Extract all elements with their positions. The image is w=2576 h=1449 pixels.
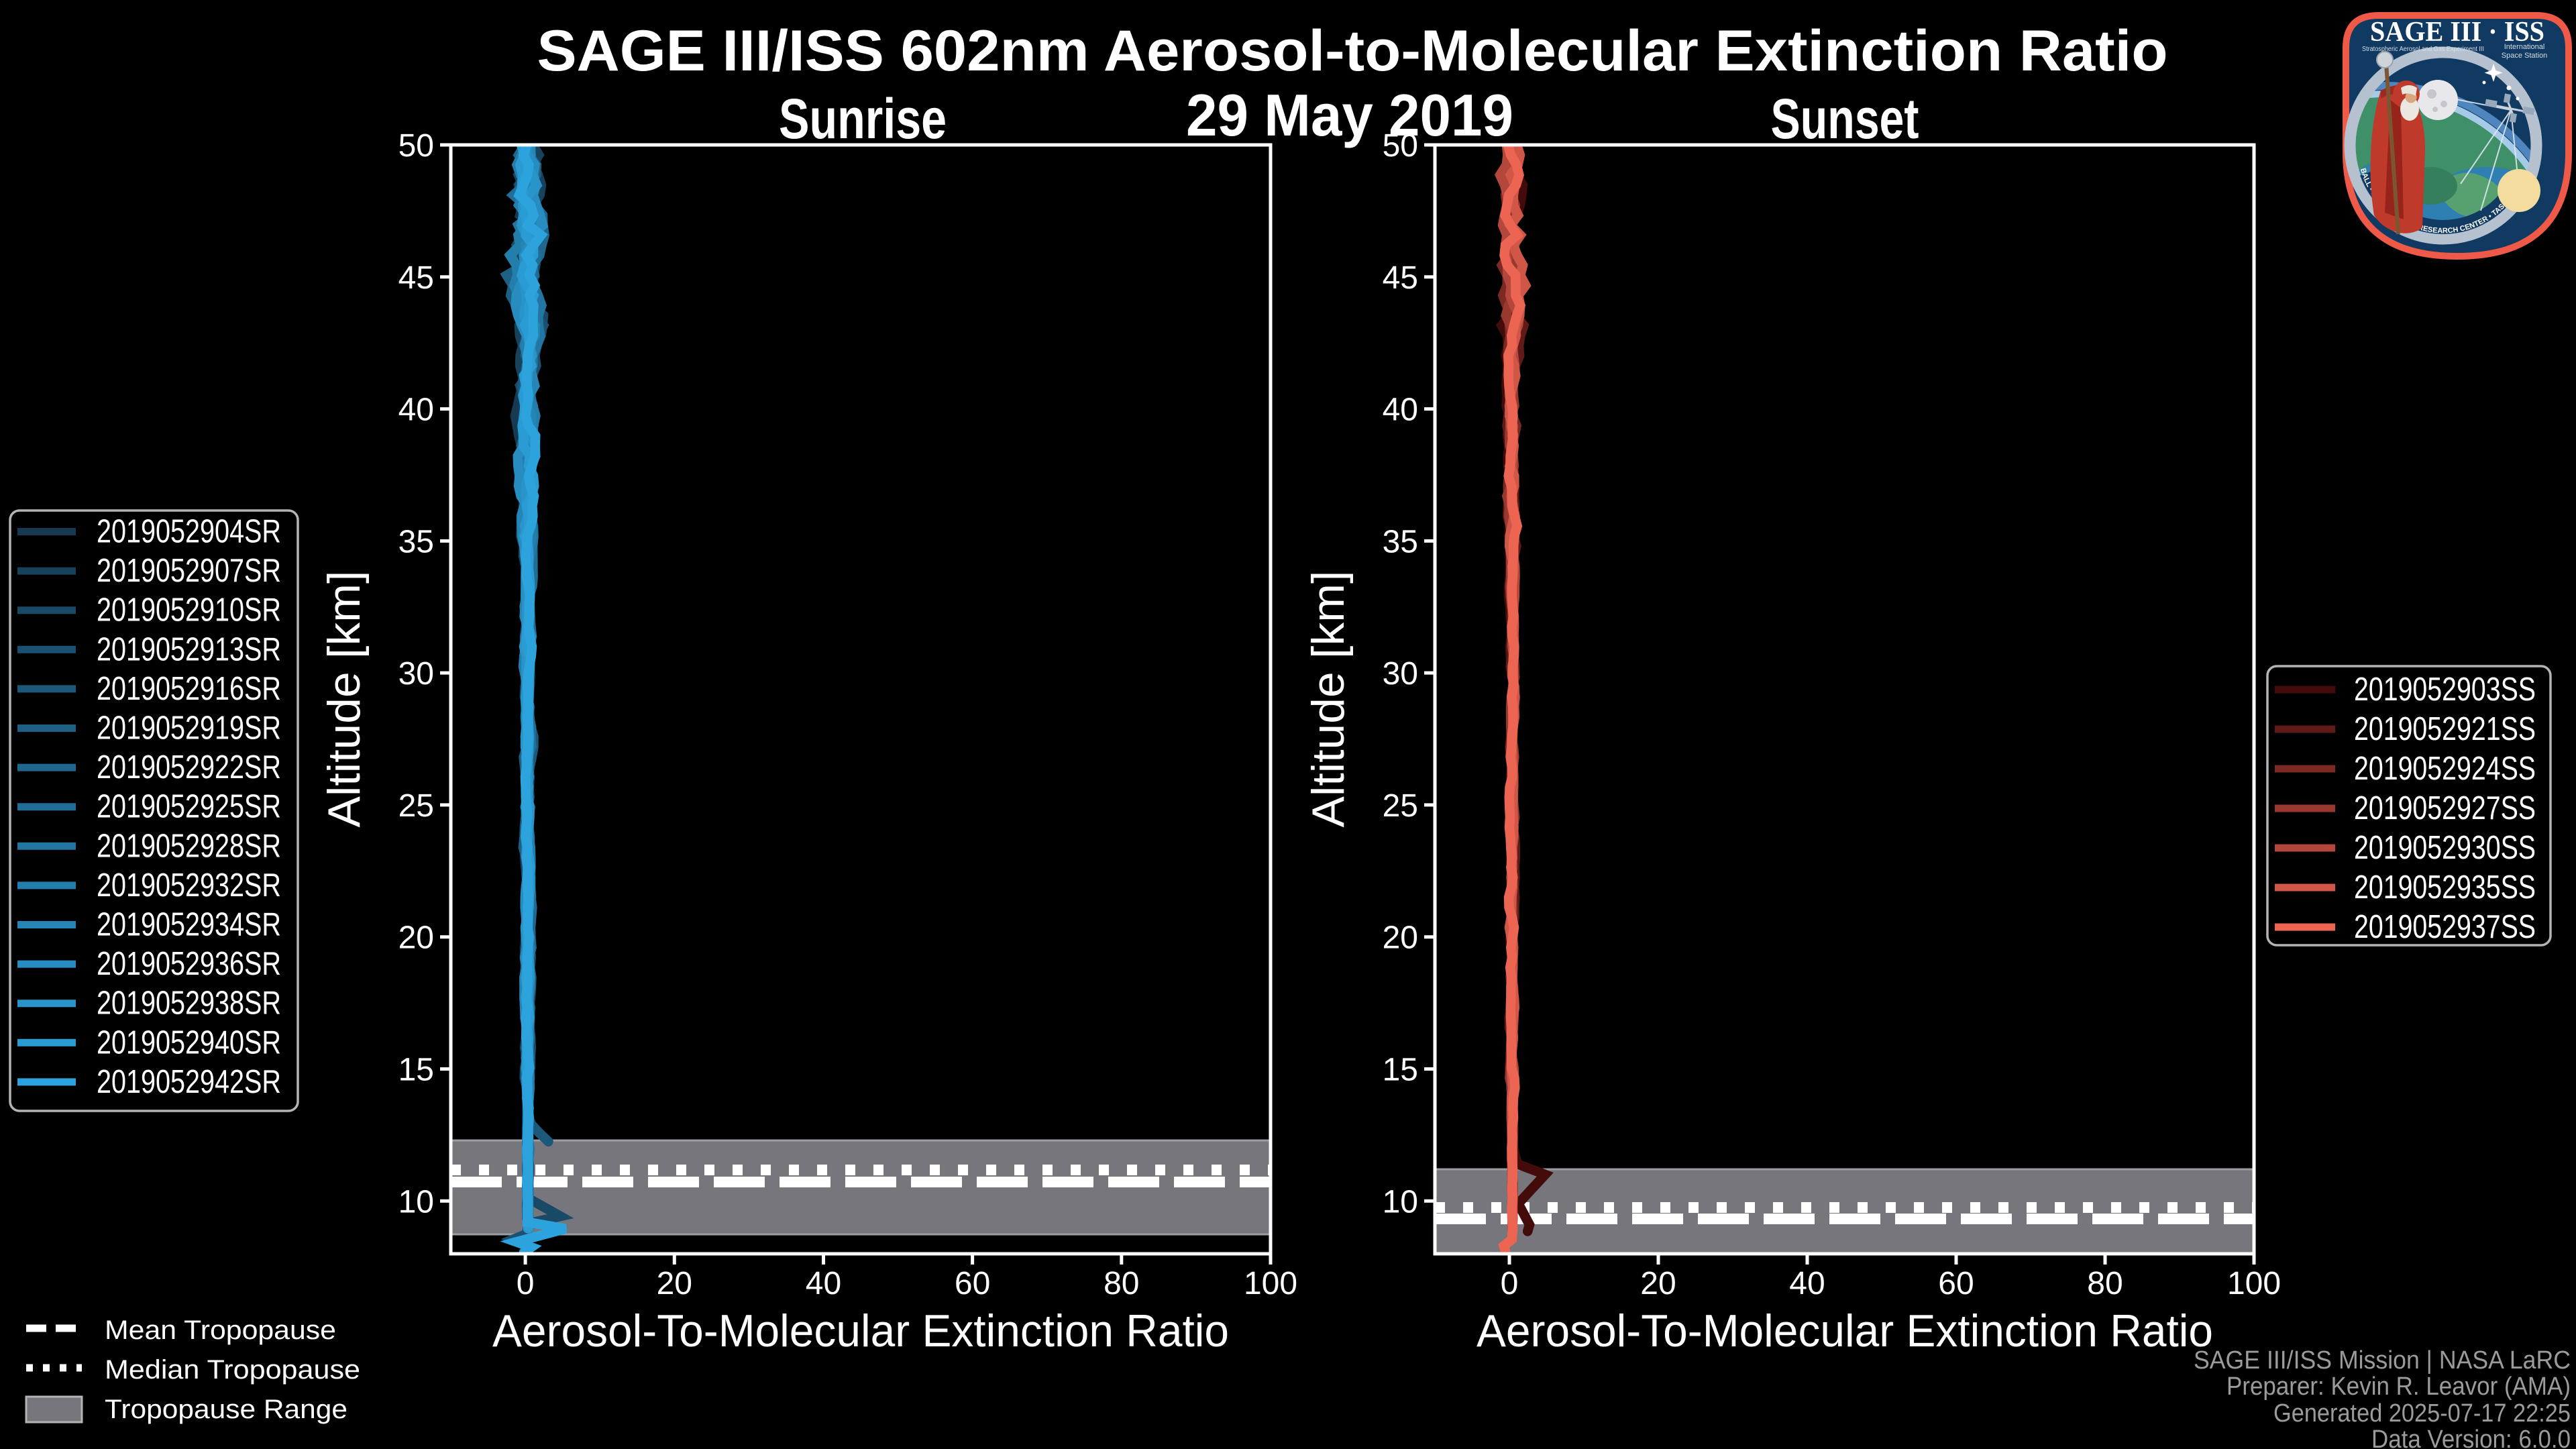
svg-text:10: 10 bbox=[1383, 1184, 1418, 1220]
svg-text:15: 15 bbox=[1383, 1053, 1418, 1088]
svg-text:2019052938SR: 2019052938SR bbox=[97, 985, 281, 1022]
svg-text:2019052942SR: 2019052942SR bbox=[97, 1064, 281, 1100]
svg-text:0: 0 bbox=[1501, 1266, 1519, 1301]
svg-text:100: 100 bbox=[1244, 1266, 1297, 1301]
svg-text:25: 25 bbox=[1383, 788, 1418, 824]
svg-text:45: 45 bbox=[398, 260, 434, 296]
svg-text:Aerosol-To-Molecular Extinctio: Aerosol-To-Molecular Extinction Ratio bbox=[492, 1305, 1229, 1356]
svg-text:20: 20 bbox=[398, 920, 434, 956]
svg-text:2019052940SR: 2019052940SR bbox=[97, 1024, 281, 1061]
svg-text:2019052934SR: 2019052934SR bbox=[97, 907, 281, 943]
svg-text:SAGE III/ISS 602nm Aerosol-to-: SAGE III/ISS 602nm Aerosol-to-Molecular … bbox=[537, 19, 2168, 83]
svg-text:50: 50 bbox=[398, 128, 434, 164]
svg-text:SAGE III · ISS: SAGE III · ISS bbox=[2370, 17, 2544, 48]
svg-text:30: 30 bbox=[398, 656, 434, 692]
svg-text:Sunset: Sunset bbox=[1771, 87, 1919, 150]
svg-text:Aerosol-To-Molecular Extinctio: Aerosol-To-Molecular Extinction Ratio bbox=[1477, 1305, 2213, 1356]
svg-text:2019052903SS: 2019052903SS bbox=[2354, 672, 2536, 708]
svg-text:Altitude [km]: Altitude [km] bbox=[319, 571, 370, 828]
svg-text:2019052924SS: 2019052924SS bbox=[2354, 751, 2536, 787]
svg-text:Space Station: Space Station bbox=[2502, 52, 2548, 60]
svg-text:2019052925SR: 2019052925SR bbox=[97, 789, 281, 825]
svg-text:40: 40 bbox=[1789, 1266, 1825, 1301]
svg-text:20: 20 bbox=[1640, 1266, 1676, 1301]
svg-text:International: International bbox=[2504, 43, 2545, 51]
svg-text:2019052930SS: 2019052930SS bbox=[2354, 830, 2536, 866]
svg-text:29 May 2019: 29 May 2019 bbox=[1186, 82, 1513, 148]
svg-text:2019052928SR: 2019052928SR bbox=[97, 828, 281, 864]
svg-text:40: 40 bbox=[806, 1266, 841, 1301]
svg-text:SAGE III/ISS Mission | NASA La: SAGE III/ISS Mission | NASA LaRC bbox=[2194, 1346, 2571, 1375]
svg-text:Mean Tropopause: Mean Tropopause bbox=[105, 1316, 336, 1345]
svg-text:25: 25 bbox=[398, 788, 434, 824]
svg-text:Generated 2025-07-17 22:25: Generated 2025-07-17 22:25 bbox=[2273, 1399, 2571, 1428]
svg-text:2019052919SR: 2019052919SR bbox=[97, 710, 281, 747]
svg-text:2019052936SR: 2019052936SR bbox=[97, 946, 281, 982]
svg-text:2019052922SR: 2019052922SR bbox=[97, 749, 281, 786]
svg-text:Stratospheric Aerosol and Gas: Stratospheric Aerosol and Gas Experiment… bbox=[2362, 46, 2484, 53]
svg-text:60: 60 bbox=[955, 1266, 990, 1301]
svg-text:35: 35 bbox=[1383, 524, 1418, 559]
svg-text:30: 30 bbox=[1383, 656, 1418, 692]
svg-text:2019052937SS: 2019052937SS bbox=[2354, 909, 2536, 945]
svg-text:50: 50 bbox=[1383, 128, 1418, 164]
svg-text:45: 45 bbox=[1383, 260, 1418, 296]
svg-text:10: 10 bbox=[398, 1184, 434, 1220]
svg-text:20: 20 bbox=[1383, 920, 1418, 956]
svg-text:0: 0 bbox=[517, 1266, 535, 1301]
svg-text:2019052913SR: 2019052913SR bbox=[97, 631, 281, 667]
svg-text:100: 100 bbox=[2227, 1266, 2281, 1301]
svg-text:2019052907SR: 2019052907SR bbox=[97, 553, 281, 589]
svg-text:Median Tropopause: Median Tropopause bbox=[105, 1355, 360, 1385]
svg-text:35: 35 bbox=[398, 524, 434, 559]
svg-text:Sunrise: Sunrise bbox=[779, 87, 947, 150]
svg-text:2019052935SS: 2019052935SS bbox=[2354, 869, 2536, 906]
svg-text:15: 15 bbox=[398, 1053, 434, 1088]
svg-text:2019052916SR: 2019052916SR bbox=[97, 671, 281, 707]
svg-text:2019052927SS: 2019052927SS bbox=[2354, 790, 2536, 826]
svg-text:Preparer: Kevin R. Leavor (AMA: Preparer: Kevin R. Leavor (AMA) bbox=[2226, 1373, 2571, 1401]
svg-text:60: 60 bbox=[1938, 1266, 1974, 1301]
svg-text:40: 40 bbox=[398, 392, 434, 428]
svg-text:Tropopause Range: Tropopause Range bbox=[105, 1395, 347, 1424]
svg-text:2019052910SR: 2019052910SR bbox=[97, 592, 281, 629]
svg-text:2019052932SR: 2019052932SR bbox=[97, 867, 281, 904]
svg-text:80: 80 bbox=[1104, 1266, 1139, 1301]
svg-text:Data Version: 6.0.0: Data Version: 6.0.0 bbox=[2371, 1426, 2571, 1449]
svg-text:2019052921SS: 2019052921SS bbox=[2354, 711, 2536, 747]
svg-text:2019052904SR: 2019052904SR bbox=[97, 514, 281, 550]
svg-text:20: 20 bbox=[657, 1266, 692, 1301]
svg-text:40: 40 bbox=[1383, 392, 1418, 428]
svg-text:Altitude [km]: Altitude [km] bbox=[1303, 571, 1354, 828]
svg-text:80: 80 bbox=[2087, 1266, 2123, 1301]
